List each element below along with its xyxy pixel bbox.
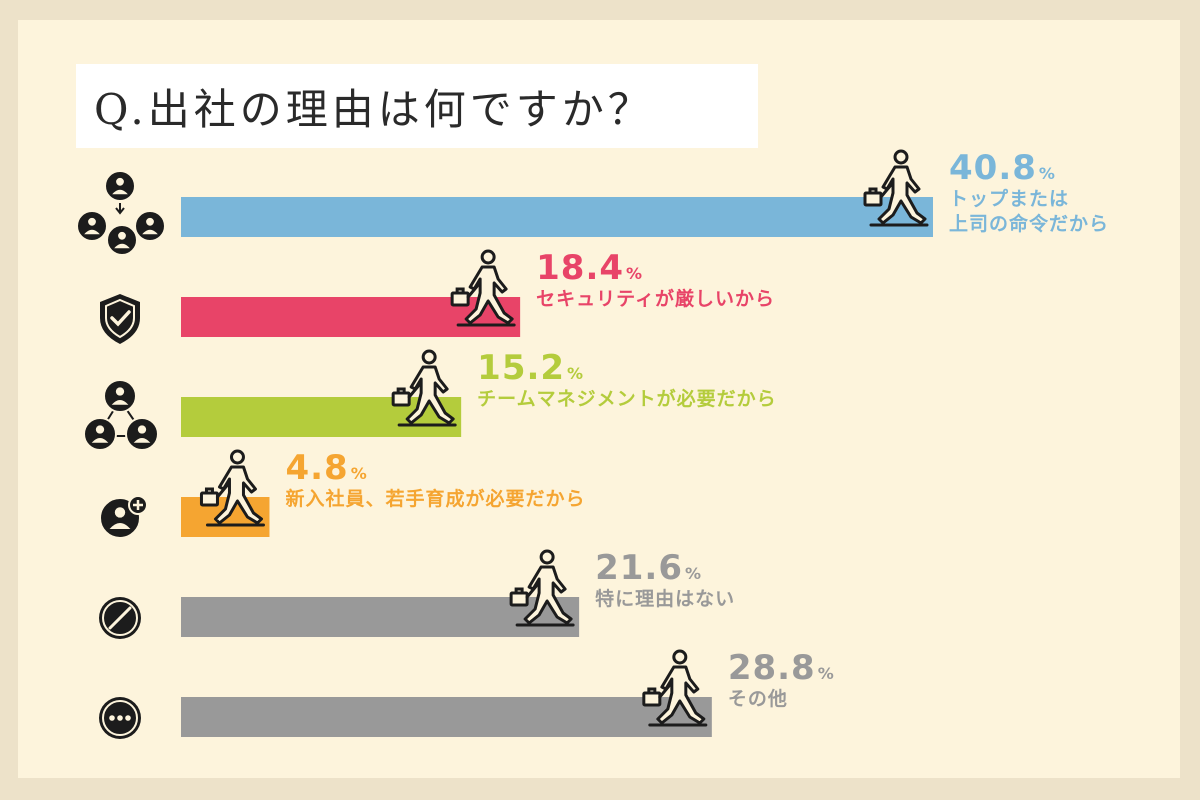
- category-label-line: 上司の命令だから: [949, 212, 1110, 235]
- percent-sign: %: [685, 564, 703, 583]
- value-label-1: 40.8%: [949, 151, 1056, 185]
- value-label-4: 4.8%: [285, 451, 367, 485]
- value-number: 21.6: [595, 548, 683, 588]
- value-label-6: 28.8%: [728, 651, 835, 685]
- value-number: 4.8: [285, 448, 349, 488]
- category-label-line: チームマネジメントが必要だから: [477, 388, 777, 410]
- category-label-line: その他: [727, 688, 788, 710]
- percent-sign: %: [626, 264, 644, 283]
- value-number: 28.8: [727, 648, 816, 688]
- category-label-3: チームマネジメントが必要だから: [477, 387, 776, 412]
- value-label-5: 21.6%: [595, 551, 702, 585]
- title-box: Q.出社の理由は何ですか？: [76, 64, 758, 148]
- category-label-5: 特に理由はない: [595, 587, 735, 612]
- category-label-6: その他: [728, 687, 788, 712]
- category-label-line: セキュリティが厳しいから: [536, 288, 775, 310]
- percent-sign: %: [567, 364, 585, 383]
- value-label-3: 15.2%: [477, 351, 584, 385]
- category-label-2: セキュリティが厳しいから: [536, 287, 775, 312]
- percent-sign: %: [1038, 164, 1056, 183]
- category-label-line: 新入社員、若手育成が必要だから: [285, 488, 586, 510]
- value-number: 40.8: [949, 148, 1037, 188]
- value-number: 18.4: [536, 248, 625, 288]
- value-number: 15.2: [477, 348, 566, 388]
- category-label-4: 新入社員、若手育成が必要だから: [285, 487, 585, 512]
- category-label-line: 特に理由はない: [595, 588, 736, 610]
- category-label-line: トップまたは: [949, 188, 1070, 210]
- page-title: Q.出社の理由は何ですか？: [94, 84, 654, 134]
- percent-sign: %: [350, 464, 368, 483]
- percent-sign: %: [817, 664, 835, 683]
- value-label-2: 18.4%: [536, 251, 643, 285]
- category-label-1: トップまたは 上司の命令だから: [949, 187, 1109, 236]
